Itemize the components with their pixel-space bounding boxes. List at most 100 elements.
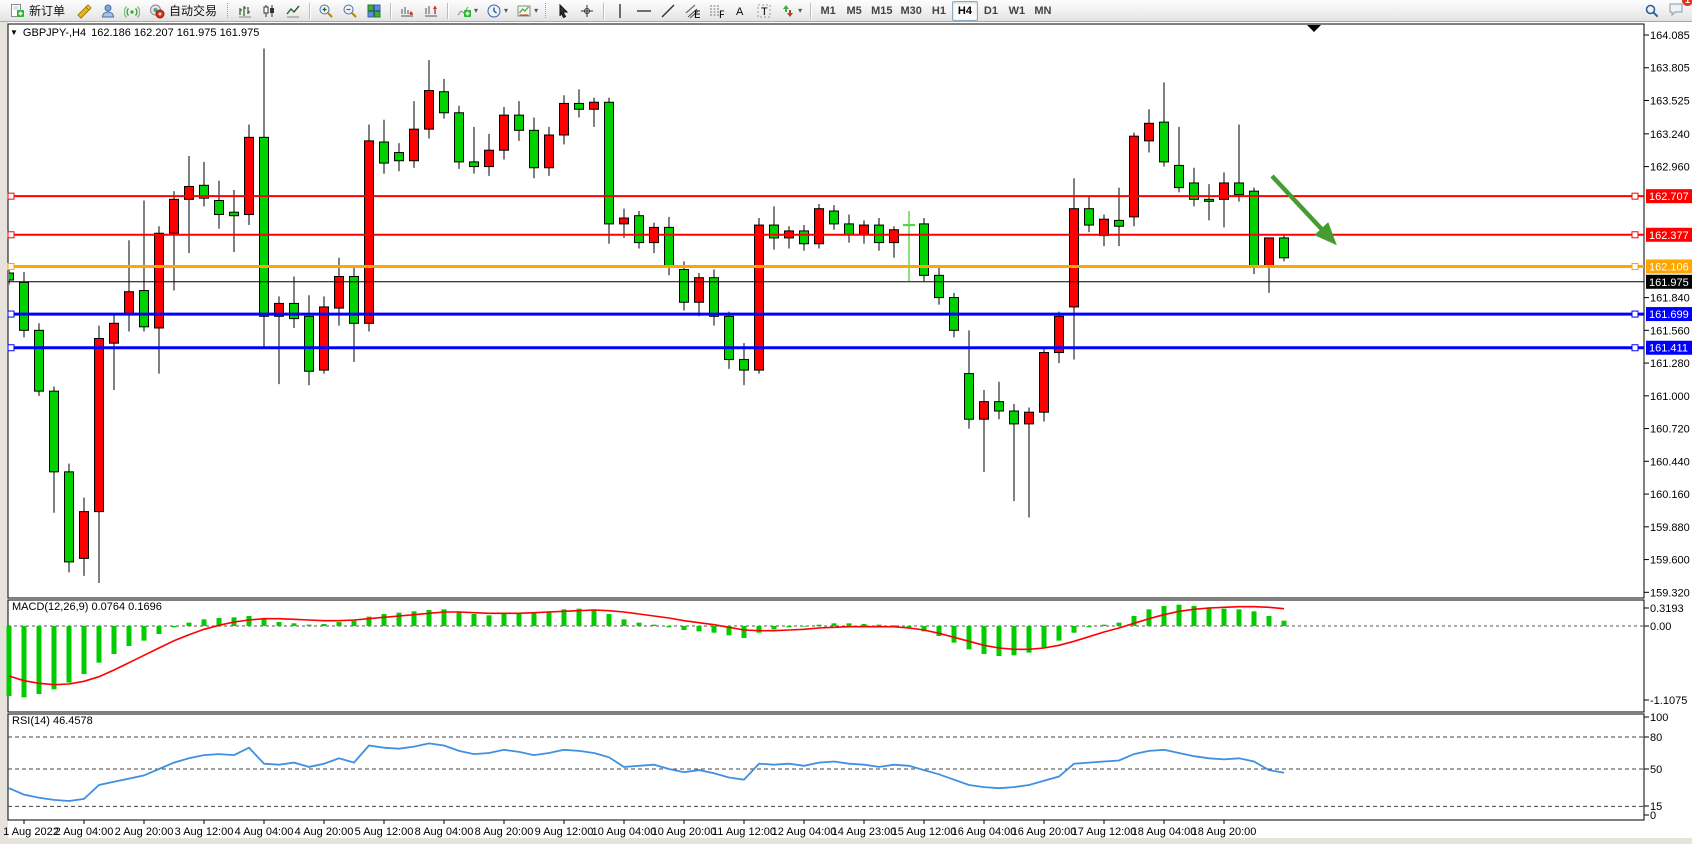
auto-scroll-button[interactable] (395, 1, 419, 21)
periods-button[interactable]: ▾ (482, 1, 512, 21)
svg-text:50: 50 (1650, 764, 1662, 776)
chat-button[interactable] (1664, 0, 1688, 19)
bull-candle (124, 291, 134, 315)
toolbar: 新订单 (0, 0, 1692, 22)
symbol-ohlc-label[interactable]: ▼ GBPJPY-,H4 162.186 162.207 161.975 161… (10, 27, 259, 39)
equidistant-channel-icon: E (685, 4, 700, 19)
svg-text:162.377: 162.377 (1649, 230, 1689, 242)
bull-candle (244, 136, 254, 216)
svg-text:16 Aug 04:00: 16 Aug 04:00 (952, 826, 1017, 838)
horizontal-line-button[interactable] (632, 1, 656, 21)
chart-shift-marker[interactable] (1307, 25, 1321, 32)
bull-candle (1099, 218, 1109, 237)
svg-text:5 Aug 12:00: 5 Aug 12:00 (355, 826, 414, 838)
candlestick-chart-button[interactable] (257, 1, 281, 21)
svg-text:A: A (736, 6, 744, 18)
timeframe-m30-button[interactable]: M30 (897, 1, 926, 21)
dropdown-caret-icon: ▾ (798, 6, 803, 15)
bear-candle (724, 315, 734, 361)
text-button[interactable]: A (728, 1, 752, 21)
bull-candle (1264, 237, 1274, 268)
svg-text:-1.1075: -1.1075 (1650, 695, 1687, 707)
cursor-button[interactable] (551, 1, 575, 21)
line-handle (1631, 231, 1639, 239)
bull-candle (154, 232, 164, 329)
signal-button[interactable] (120, 1, 144, 21)
bull-candle (364, 140, 374, 324)
svg-text:17 Aug 12:00: 17 Aug 12:00 (1072, 826, 1137, 838)
new-order-button[interactable]: 新订单 (4, 1, 72, 21)
bear-candle (799, 230, 809, 245)
bull-candle (499, 114, 509, 151)
horizontal-line-objects[interactable] (7, 192, 1644, 352)
bull-candle (754, 224, 764, 371)
text-label-button[interactable]: T (752, 1, 776, 21)
auto-trading-button[interactable]: 自动交易 (144, 1, 224, 21)
timeframe-h4-button[interactable]: H4 (951, 0, 978, 21)
svg-text:2 Aug 20:00: 2 Aug 20:00 (115, 826, 174, 838)
templates-button[interactable]: ▾ (512, 1, 542, 21)
svg-text:160.720: 160.720 (1650, 424, 1690, 436)
svg-text:161.699: 161.699 (1649, 309, 1689, 321)
bear-candle (529, 129, 539, 169)
timeframe-m5-button[interactable]: M5 (841, 1, 867, 21)
bear-candle (739, 359, 749, 371)
svg-text:0: 0 (1650, 810, 1656, 822)
chart-shift-button[interactable] (419, 1, 443, 21)
toolbar-separator (603, 2, 605, 19)
line-handle (7, 310, 15, 318)
timeframe-m15-button[interactable]: M15 (867, 1, 896, 21)
search-button[interactable] (1640, 1, 1664, 21)
bar-chart-button[interactable] (233, 1, 257, 21)
bull-candle (1054, 315, 1064, 354)
toolbar-separator (390, 2, 392, 19)
crayon-button[interactable] (72, 1, 96, 21)
collapse-triangle-icon[interactable]: ▼ (10, 28, 18, 37)
zoom-in-button[interactable] (314, 1, 338, 21)
publisher-button[interactable] (96, 1, 120, 21)
rsi-pane[interactable] (7, 713, 1645, 821)
bear-candle (199, 184, 209, 199)
macd-pane[interactable] (7, 599, 1645, 713)
svg-text:164.085: 164.085 (1650, 30, 1690, 42)
bear-candle (1279, 237, 1289, 259)
svg-text:162.707: 162.707 (1649, 191, 1689, 203)
bear-candle (919, 223, 929, 276)
bear-candle (19, 281, 29, 331)
text-label-icon: T (757, 4, 771, 18)
timeframe-m1-button[interactable]: M1 (815, 1, 841, 21)
timeframe-w1-button[interactable]: W1 (1004, 1, 1030, 21)
search-icon (1645, 4, 1659, 17)
fibonacci-button[interactable]: F (704, 1, 728, 21)
bull-candle (1069, 208, 1079, 308)
svg-text:8 Aug 20:00: 8 Aug 20:00 (475, 826, 534, 838)
arrow-object[interactable] (1270, 174, 1337, 246)
vertical-line-button[interactable] (608, 1, 632, 21)
timeframe-d1-button[interactable]: D1 (978, 1, 1004, 21)
arrows-tool-button[interactable]: ▾ (776, 1, 806, 21)
auto-scroll-icon (401, 6, 414, 16)
main-pane[interactable] (7, 23, 1645, 599)
bear-candle (1009, 410, 1019, 425)
crosshair-button[interactable] (575, 1, 599, 21)
bull-candle (484, 149, 494, 168)
timeframe-h1-button[interactable]: H1 (926, 1, 952, 21)
svg-text:4 Aug 20:00: 4 Aug 20:00 (295, 826, 354, 838)
indicators-button[interactable]: ▾ (452, 1, 482, 21)
text-icon: A (736, 6, 744, 18)
trendline-button[interactable] (656, 1, 680, 21)
timeframe-mn-button[interactable]: MN (1030, 1, 1056, 21)
notification-badge[interactable]: 1 (1682, 0, 1692, 6)
line-chart-button[interactable] (281, 1, 305, 21)
zoom-out-button[interactable] (338, 1, 362, 21)
vertical-line-icon (619, 3, 621, 18)
equidistant-channel-button[interactable]: E (680, 1, 704, 21)
price-badges: 162.707 162.377 162.106 161.975 161.699 161.4… (1646, 189, 1692, 355)
bear-candle (769, 224, 779, 239)
dropdown-caret-icon: ▾ (474, 6, 479, 15)
bear-candle (1249, 190, 1259, 268)
tile-windows-button[interactable] (362, 1, 386, 21)
svg-text:15 Aug 12:00: 15 Aug 12:00 (892, 826, 957, 838)
toolbar-group-chart-type (233, 0, 305, 22)
